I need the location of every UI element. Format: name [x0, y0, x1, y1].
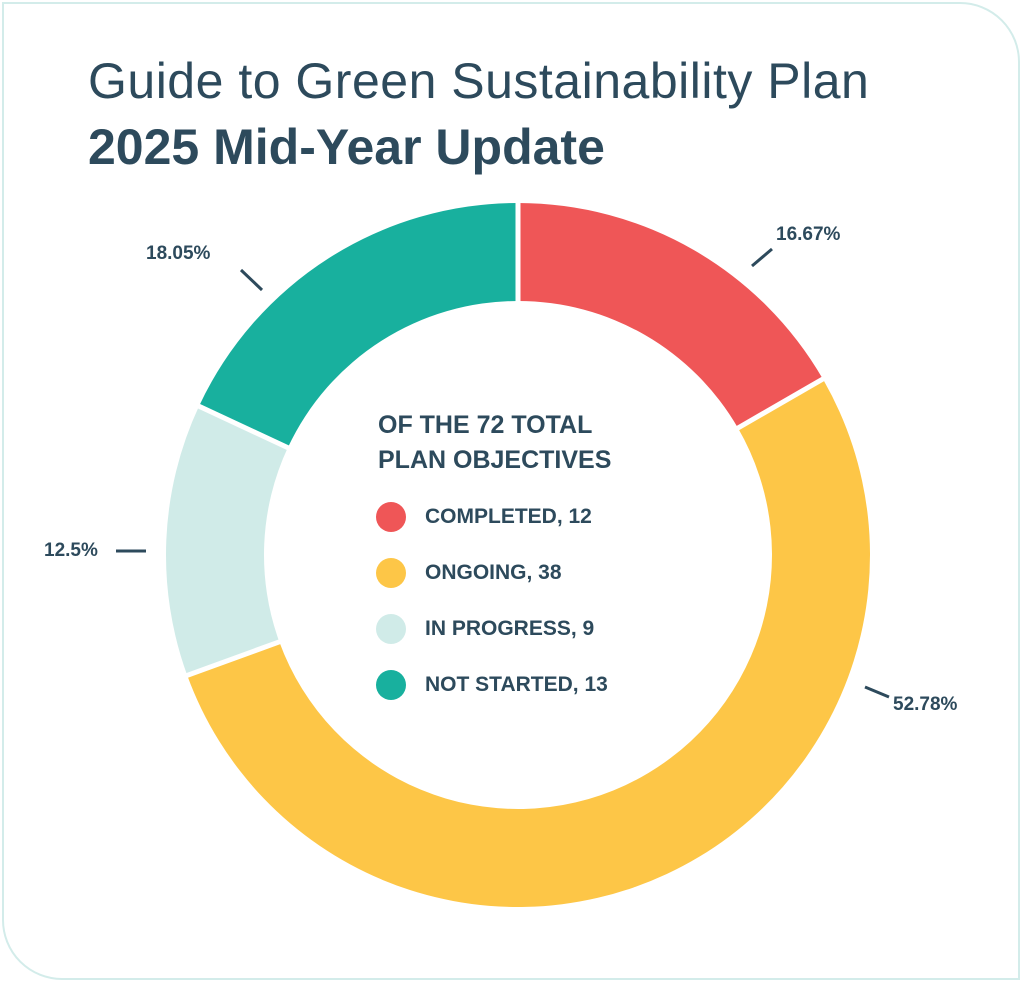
legend-dot-not-started — [376, 670, 406, 700]
pct-label-completed: 16.67% — [776, 224, 841, 245]
legend-item-completed: COMPLETED, 12 — [376, 502, 592, 532]
leader-line-completed — [751, 247, 773, 268]
center-heading-line-2: PLAN OBJECTIVES — [378, 446, 612, 474]
leader-line-ongoing — [864, 685, 890, 699]
legend-label: COMPLETED, 12 — [425, 505, 592, 528]
legend-dot-ongoing — [376, 558, 406, 588]
legend-dot-in-progress — [376, 614, 406, 644]
pct-label-not-started: 18.05% — [146, 243, 211, 264]
pct-label-ongoing: 52.78% — [893, 694, 958, 715]
legend-dot-completed — [376, 502, 406, 532]
donut-segment-ongoing — [187, 379, 870, 907]
segment-gap — [196, 403, 291, 451]
center-heading: OF THE 72 TOTAL PLAN OBJECTIVES — [378, 408, 611, 478]
chart-title: Guide to Green Sustainability Plan — [88, 53, 870, 109]
leader-line-not-started — [239, 268, 264, 292]
segment-gap — [734, 375, 826, 432]
legend-label: IN PROGRESS, 9 — [425, 617, 595, 640]
legend-label: ONGOING, 38 — [425, 561, 562, 584]
legend-item-in-progress: IN PROGRESS, 9 — [376, 614, 594, 644]
chart-subtitle: 2025 Mid-Year Update — [88, 119, 605, 175]
legend-item-not-started: NOT STARTED, 13 — [376, 670, 608, 700]
segment-gap — [184, 638, 283, 679]
center-heading-line-1: OF THE 72 TOTAL — [378, 411, 593, 439]
pct-label-in-progress: 12.5% — [44, 540, 98, 561]
donut-segment-not-started — [198, 202, 518, 448]
legend-item-ongoing: ONGOING, 38 — [376, 558, 562, 588]
donut-segment-in-progress — [165, 406, 288, 676]
donut-segment-completed — [518, 203, 823, 428]
legend-label: NOT STARTED, 13 — [425, 673, 608, 696]
